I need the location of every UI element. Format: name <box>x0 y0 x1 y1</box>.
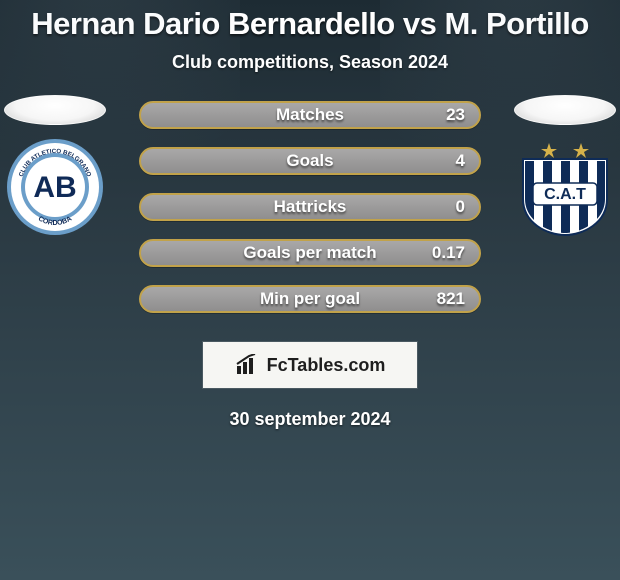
stat-label: Min per goal <box>260 289 360 309</box>
brand-box: FcTables.com <box>202 341 418 389</box>
player-right-avatar <box>514 95 616 125</box>
stat-label: Hattricks <box>274 197 347 217</box>
talleres-badge-icon: C.A.T <box>515 137 615 237</box>
stat-value: 0 <box>456 197 465 217</box>
stat-bar: Min per goal 821 <box>139 285 481 313</box>
footer-date: 30 september 2024 <box>0 409 620 430</box>
stat-bar: Goals 4 <box>139 147 481 175</box>
bar-chart-icon <box>235 354 261 376</box>
belgrano-badge-icon: AB CLUB ATLETICO BELGRANO CORDOBA <box>5 137 105 237</box>
stat-label: Goals <box>286 151 333 171</box>
stat-label: Matches <box>276 105 344 125</box>
club-badge-left: AB CLUB ATLETICO BELGRANO CORDOBA <box>5 137 105 237</box>
stat-label: Goals per match <box>243 243 376 263</box>
stat-bar: Goals per match 0.17 <box>139 239 481 267</box>
player-right-col: C.A.T <box>510 95 620 237</box>
page-title: Hernan Dario Bernardello vs M. Portillo <box>0 0 620 42</box>
belgrano-initials: AB <box>33 171 76 204</box>
player-left-col: AB CLUB ATLETICO BELGRANO CORDOBA <box>0 95 110 237</box>
page-subtitle: Club competitions, Season 2024 <box>0 52 620 73</box>
brand-text: FcTables.com <box>267 355 386 376</box>
comparison-content: AB CLUB ATLETICO BELGRANO CORDOBA <box>0 101 620 430</box>
stat-value: 4 <box>456 151 465 171</box>
talleres-initials: C.A.T <box>544 186 586 203</box>
player-left-avatar <box>4 95 106 125</box>
stat-value: 821 <box>437 289 465 309</box>
stat-bar: Matches 23 <box>139 101 481 129</box>
club-badge-right: C.A.T <box>515 137 615 237</box>
stat-bar: Hattricks 0 <box>139 193 481 221</box>
stat-value: 23 <box>446 105 465 125</box>
stat-value: 0.17 <box>432 243 465 263</box>
stat-bars: Matches 23 Goals 4 Hattricks 0 Goals per… <box>139 101 481 313</box>
